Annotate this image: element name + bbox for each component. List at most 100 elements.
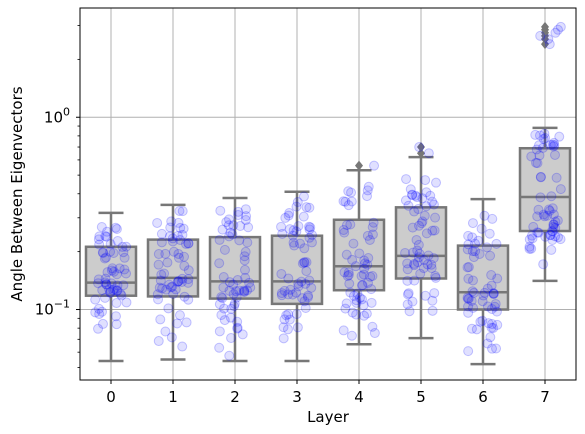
data-point	[110, 222, 121, 233]
data-point	[225, 312, 236, 323]
data-point	[161, 284, 172, 295]
data-point	[475, 316, 486, 327]
data-point	[466, 323, 477, 334]
data-point	[428, 253, 439, 264]
data-point	[234, 285, 245, 296]
data-point	[93, 323, 104, 334]
data-point	[228, 279, 239, 290]
data-point	[426, 263, 437, 274]
data-point	[429, 225, 440, 236]
data-point	[348, 238, 359, 249]
data-point	[359, 255, 370, 266]
data-point	[100, 277, 111, 288]
data-point	[409, 275, 420, 286]
data-point	[276, 290, 287, 301]
data-point	[533, 227, 544, 238]
data-point	[545, 229, 556, 240]
data-point	[106, 278, 117, 289]
data-point	[105, 246, 116, 257]
data-point	[363, 253, 374, 264]
data-point	[352, 288, 363, 299]
data-point	[356, 280, 367, 291]
data-point	[485, 250, 496, 261]
data-point	[173, 248, 184, 259]
data-point	[293, 221, 304, 232]
data-point	[292, 197, 303, 208]
data-point	[116, 290, 127, 301]
data-point	[528, 221, 539, 232]
data-point	[299, 257, 310, 268]
outlier-marker	[417, 142, 425, 153]
data-point	[232, 323, 243, 334]
data-point	[530, 129, 541, 140]
data-point	[418, 263, 429, 274]
data-point	[156, 228, 167, 239]
data-point	[463, 346, 474, 357]
data-point	[538, 134, 549, 145]
data-point	[276, 221, 287, 232]
data-point	[423, 250, 434, 261]
data-point	[402, 264, 413, 275]
data-point	[421, 201, 432, 212]
outlier-marker	[541, 21, 549, 32]
data-point	[413, 220, 424, 231]
data-point	[470, 246, 481, 257]
data-point	[545, 140, 556, 151]
data-point	[280, 212, 291, 223]
data-point	[214, 299, 225, 310]
data-point	[119, 264, 130, 275]
data-point	[532, 158, 543, 169]
data-point	[178, 251, 189, 262]
data-point	[284, 208, 295, 219]
data-point	[244, 277, 255, 288]
data-point	[477, 315, 488, 326]
data-point	[479, 287, 490, 298]
data-point	[226, 303, 237, 314]
data-point	[403, 288, 414, 299]
data-point	[426, 259, 437, 270]
data-point	[108, 266, 119, 277]
data-point	[491, 343, 502, 354]
data-point	[467, 232, 478, 243]
data-point	[109, 284, 120, 295]
data-point	[411, 234, 422, 245]
data-point	[410, 190, 421, 201]
data-point	[167, 236, 178, 247]
data-point	[112, 235, 123, 246]
data-point	[427, 225, 438, 236]
data-point	[284, 314, 295, 325]
data-point	[93, 278, 104, 289]
box	[456, 244, 510, 311]
data-point	[419, 210, 430, 221]
data-point	[111, 223, 122, 234]
data-point	[421, 187, 432, 198]
data-point	[547, 203, 558, 214]
data-point	[417, 216, 428, 227]
data-point	[115, 288, 126, 299]
data-point	[431, 177, 442, 188]
data-point	[548, 137, 559, 148]
data-point	[217, 224, 228, 235]
data-point	[343, 269, 354, 280]
data-point	[358, 269, 369, 280]
data-point	[240, 272, 251, 283]
data-point	[93, 274, 104, 285]
data-point	[279, 314, 290, 325]
data-point	[285, 284, 296, 295]
data-point	[101, 252, 112, 263]
data-point	[160, 326, 171, 337]
data-point	[420, 175, 431, 186]
data-point	[466, 295, 477, 306]
data-point	[101, 279, 112, 290]
data-point	[474, 248, 485, 259]
data-point	[362, 259, 373, 270]
data-point	[173, 252, 184, 263]
data-point	[367, 229, 378, 240]
data-point	[237, 329, 248, 340]
data-point	[218, 282, 229, 293]
data-point	[544, 39, 555, 50]
data-point	[157, 283, 168, 294]
data-point	[367, 222, 378, 233]
data-point	[430, 271, 441, 282]
data-point	[532, 211, 543, 222]
